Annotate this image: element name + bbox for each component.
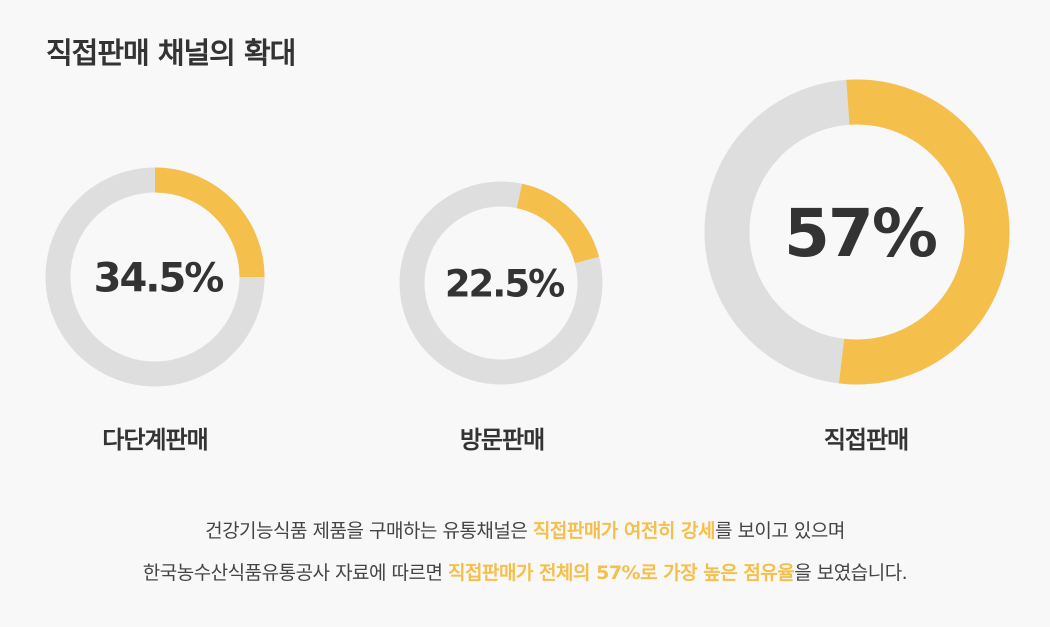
donut-value-label: 22.5% [445,262,564,305]
description: 건강기능식품 제품을 구매하는 유통채널은 직접판매가 여전히 강세를 보이고 … [0,510,1050,594]
donut-segment [838,79,1010,385]
highlight-text: 직접판매가 전체의 57%로 가장 높은 점유율 [448,562,795,584]
donut-value-label: 57% [784,195,937,272]
highlight-text: 직접판매가 여전히 강세 [532,520,716,542]
description-line-2: 한국농수산식품유통공사 자료에 따르면 직접판매가 전체의 57%로 가장 높은… [0,552,1050,594]
text: 건강기능식품 제품을 구매하는 유통채널은 [205,520,533,542]
description-line-1: 건강기능식품 제품을 구매하는 유통채널은 직접판매가 여전히 강세를 보이고 … [0,510,1050,552]
category-label-multilevel: 다단계판매 [102,426,208,454]
category-label-door-to-door: 방문판매 [459,426,545,454]
text: 를 보이고 있으며 [714,520,845,542]
category-label-direct: 직접판매 [823,426,909,454]
page-title: 직접판매 채널의 확대 [46,36,296,70]
donut-value-label: 34.5% [94,255,224,301]
text: 한국농수산식품유통공사 자료에 따르면 [142,562,449,584]
text: 을 보였습니다. [794,562,908,584]
donut-segment [516,183,600,264]
donut-track [399,181,603,385]
donut-segment [154,167,265,278]
